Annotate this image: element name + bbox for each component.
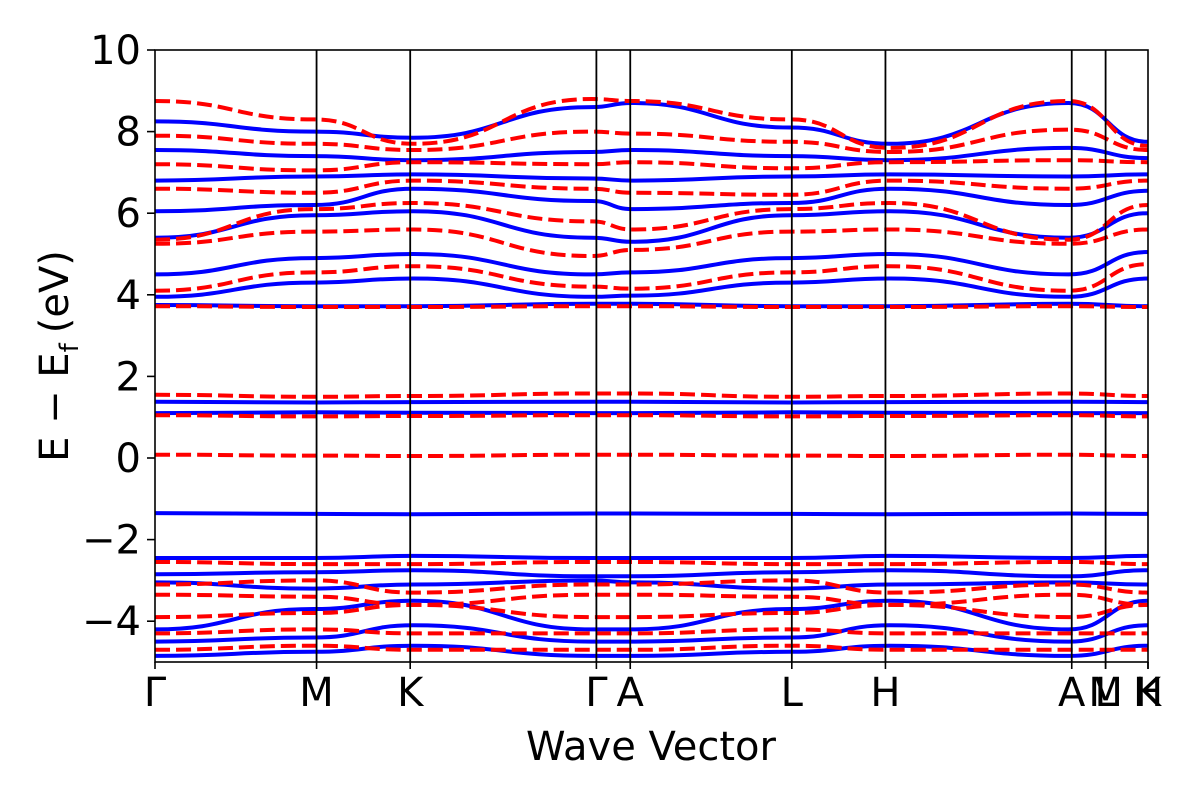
- x-tick-label: A: [617, 670, 645, 716]
- dashed-band-line-16: [155, 643, 1148, 652]
- solid-band-line-12: [155, 568, 1148, 579]
- y-tick-label: 10: [90, 28, 141, 74]
- x-tick-label: K: [397, 670, 425, 716]
- dashed-band-line-11: [155, 560, 1148, 567]
- dashed-band-line-10: [155, 97, 1148, 150]
- x-tick-label: Γ: [144, 670, 167, 716]
- dashed-band-line-5: [155, 227, 1148, 258]
- x-tick-label: Γ: [585, 670, 608, 716]
- solid-band-line-7: [155, 186, 1148, 214]
- dashed-band-line-7: [155, 178, 1148, 197]
- y-axis-title: E − Ef(eV): [32, 250, 85, 462]
- x-axis-ticks: Γ M K Γ A L H A LM KH: [144, 662, 1163, 716]
- y-tick-label: 2: [116, 354, 141, 400]
- dashed-band-line-9: [155, 127, 1148, 154]
- dashed-band-line-0: [155, 452, 1148, 458]
- dashed-band-line-8: [155, 158, 1148, 173]
- solid-band-line-2: [155, 399, 1148, 405]
- solid-band-line-1: [155, 410, 1148, 416]
- solid-band-line-14: [155, 598, 1148, 632]
- x-tick-label: L: [781, 670, 804, 716]
- x-tick-label: M: [1088, 670, 1123, 716]
- x-tick-label: L: [1094, 670, 1117, 716]
- y-tick-label: 4: [116, 273, 141, 319]
- dashed-band-line-6: [155, 201, 1148, 242]
- dashed-band-line-13: [155, 592, 1148, 607]
- dashed-band-line-15: [155, 627, 1148, 636]
- dashed-band-line-3: [155, 304, 1148, 310]
- plot-frame: [154, 49, 1149, 663]
- y-tick-label: −4: [82, 599, 141, 645]
- y-tick-label: −2: [82, 518, 141, 564]
- solid-band-line-4: [155, 276, 1148, 299]
- solid-band-line-11: [155, 553, 1148, 561]
- solid-band-line-13: [155, 578, 1148, 591]
- dashed-band-line-1: [155, 413, 1148, 419]
- solid-band-line-15: [155, 623, 1148, 644]
- x-tick-label: M: [299, 670, 334, 716]
- x-tick-label: K: [1135, 670, 1163, 716]
- x-tick-label: H: [870, 670, 900, 716]
- solid-band-line-6: [155, 209, 1148, 244]
- y-axis-ticks: −4 −2 0 2 4 6 8 10: [82, 28, 155, 645]
- dashed-band-line-14: [155, 602, 1148, 620]
- bands-layer: [155, 97, 1148, 658]
- solid-band-line-16: [155, 643, 1148, 658]
- solid-band-line-0: [155, 511, 1148, 517]
- solid-band-line-9: [155, 145, 1148, 163]
- y-tick-label: 6: [116, 191, 141, 237]
- dashed-band-line-12: [155, 578, 1148, 595]
- y-tick-label: 0: [116, 436, 141, 482]
- high-symmetry-lines: [315, 50, 1107, 662]
- solid-band-line-8: [155, 172, 1148, 183]
- dashed-band-line-2: [155, 391, 1148, 399]
- solid-band-line-5: [155, 250, 1148, 277]
- x-tick-label: H: [1133, 670, 1163, 716]
- solid-band-series: [155, 101, 1148, 658]
- x-tick-label: A: [1058, 670, 1086, 716]
- dashed-band-line-4: [155, 262, 1148, 293]
- x-axis-title: Wave Vector: [526, 724, 777, 770]
- dashed-band-series: [155, 97, 1148, 652]
- y-tick-label: 8: [116, 110, 141, 156]
